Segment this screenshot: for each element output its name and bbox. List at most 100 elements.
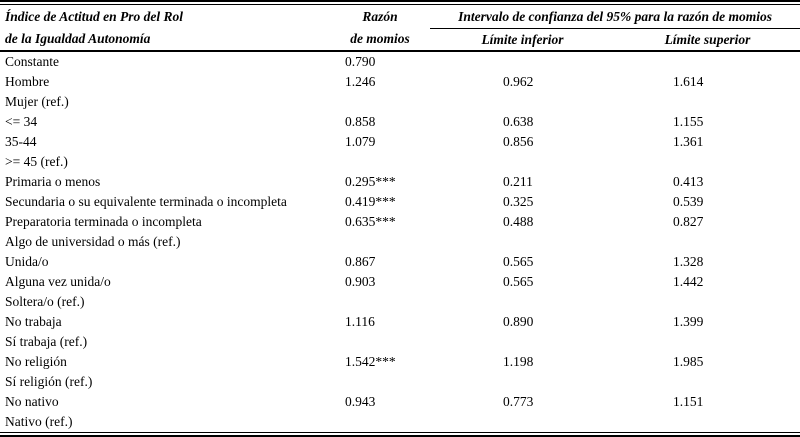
ci-upper-value: 1.614	[673, 74, 704, 89]
ci-lower-value	[430, 152, 615, 172]
table-row: Unida/o 0.867 0.565 1.328	[0, 252, 800, 272]
ci-upper-column-header: Límite superior	[664, 32, 751, 47]
confidence-interval-span-header: Intervalo de confianza del 95% para la r…	[430, 5, 800, 29]
table-row: 35-44 1.079 0.856 1.361	[0, 132, 800, 152]
table-row: No trabaja 1.116 0.890 1.399	[0, 312, 800, 332]
header-row-2: Límite inferior Límite superior	[0, 29, 800, 52]
table-row: No nativo 0.943 0.773 1.151	[0, 392, 800, 412]
ci-upper-value: 0.539	[673, 194, 704, 209]
row-label: Hombre	[5, 74, 50, 89]
odds-ratio-value: 0.295***	[345, 174, 396, 189]
ci-upper-value: 1.442	[673, 274, 704, 289]
table-row: Sí religión (ref.)	[0, 372, 800, 392]
table-row: Hombre 1.246 0.962 1.614	[0, 72, 800, 92]
ci-upper-value	[615, 51, 800, 72]
odds-ratio-value: 0.419***	[345, 194, 396, 209]
ci-lower-value: 0.488	[503, 214, 534, 229]
ci-upper-value: 1.328	[673, 254, 704, 269]
row-label: Constante	[5, 54, 59, 69]
row-label: Mujer (ref.)	[5, 94, 69, 109]
row-label: Sí trabaja (ref.)	[5, 334, 88, 349]
odds-ratio-value	[330, 92, 430, 112]
row-label: Alguna vez unida/o	[5, 274, 111, 289]
stub-header-line1: Índice de Actitud en Pro del Rol	[5, 8, 183, 24]
table-row: Constante 0.790	[0, 51, 800, 72]
ci-upper-value	[615, 152, 800, 172]
odds-ratio-value: 0.867	[345, 254, 376, 269]
odds-ratio-value: 1.542***	[345, 354, 396, 369]
table-header: Índice de Actitud en Pro del Rol de la I…	[0, 5, 800, 51]
ci-upper-value	[615, 372, 800, 392]
row-label: Algo de universidad o más (ref.)	[5, 234, 181, 249]
table-top-rule	[0, 0, 800, 5]
stub-column-header: Índice de Actitud en Pro del Rol de la I…	[0, 5, 330, 51]
ci-lower-value	[430, 372, 615, 392]
table-row: <= 34 0.858 0.638 1.155	[0, 112, 800, 132]
ci-upper-value: 1.985	[673, 354, 704, 369]
table-row: Algo de universidad o más (ref.)	[0, 232, 800, 252]
ci-lower-value: 0.565	[503, 274, 534, 289]
table-row: Preparatoria terminada o incompleta 0.63…	[0, 212, 800, 232]
ci-lower-value	[430, 232, 615, 252]
odds-ratio-value: 1.116	[345, 314, 375, 329]
table-row: No religión 1.542*** 1.198 1.985	[0, 352, 800, 372]
table-row: Secundaria o su equivalente terminada o …	[0, 192, 800, 212]
ci-upper-value	[615, 92, 800, 112]
row-label: <= 34	[5, 114, 38, 129]
row-label: Soltera/o (ref.)	[5, 294, 85, 309]
ci-lower-value	[430, 332, 615, 352]
table-row: Mujer (ref.)	[0, 92, 800, 112]
header-row-1: Índice de Actitud en Pro del Rol de la I…	[0, 5, 800, 46]
row-label: >= 45 (ref.)	[5, 154, 68, 169]
ci-lower-value: 0.773	[503, 394, 534, 409]
odds-ratio-table: Índice de Actitud en Pro del Rol de la I…	[0, 5, 800, 432]
odds-ratio-value	[330, 152, 430, 172]
ci-lower-value: 0.325	[503, 194, 534, 209]
row-label: Primaria o menos	[5, 174, 101, 189]
odds-ratio-value: 0.943	[345, 394, 376, 409]
stub-header-line2: de la Igualdad Autonomía	[5, 30, 151, 46]
ci-lower-value: 0.890	[503, 314, 534, 329]
ci-lower-value: 1.198	[503, 354, 534, 369]
odds-ratio-value	[330, 232, 430, 252]
table-bottom-rule	[0, 432, 800, 437]
ci-upper-value	[615, 292, 800, 312]
odds-ratio-value: 0.858	[345, 114, 376, 129]
table-row: Nativo (ref.)	[0, 412, 800, 432]
odds-header-line1: Razón	[362, 8, 398, 24]
ci-lower-value: 0.856	[503, 134, 534, 149]
odds-ratio-column-header: Razón de momios	[330, 5, 430, 51]
odds-ratio-value	[330, 292, 430, 312]
odds-ratio-value	[330, 332, 430, 352]
ci-lower-value	[430, 51, 615, 72]
ci-lower-value: 0.211	[503, 174, 533, 189]
row-label: No religión	[5, 354, 67, 369]
table-row: Soltera/o (ref.)	[0, 292, 800, 312]
table-row: Alguna vez unida/o 0.903 0.565 1.442	[0, 272, 800, 292]
ci-upper-value	[615, 232, 800, 252]
ci-lower-value	[430, 92, 615, 112]
odds-ratio-value: 0.903	[345, 274, 376, 289]
ci-lower-value: 0.638	[503, 114, 534, 129]
row-label: No nativo	[5, 394, 59, 409]
ci-lower-value	[430, 292, 615, 312]
odds-ratio-value	[330, 412, 430, 432]
odds-ratio-value: 0.635***	[345, 214, 396, 229]
ci-upper-value: 0.413	[673, 174, 704, 189]
ci-upper-value: 1.155	[673, 114, 704, 129]
table-body: Constante 0.790 Hombre 1.246 0.962 1.614…	[0, 51, 800, 432]
table-row: Sí trabaja (ref.)	[0, 332, 800, 352]
ci-lower-value: 0.962	[503, 74, 534, 89]
odds-header-line2: de momios	[350, 30, 410, 46]
ci-upper-value	[615, 412, 800, 432]
table-row: Primaria o menos 0.295*** 0.211 0.413	[0, 172, 800, 192]
row-label: 35-44	[5, 134, 37, 149]
ci-lower-value: 0.565	[503, 254, 534, 269]
ci-lower-column-header: Límite inferior	[481, 32, 564, 47]
row-label: Preparatoria terminada o incompleta	[5, 214, 202, 229]
row-label: No trabaja	[5, 314, 62, 329]
table-row: >= 45 (ref.)	[0, 152, 800, 172]
odds-ratio-value: 1.079	[345, 134, 376, 149]
odds-ratio-value: 1.246	[345, 74, 376, 89]
